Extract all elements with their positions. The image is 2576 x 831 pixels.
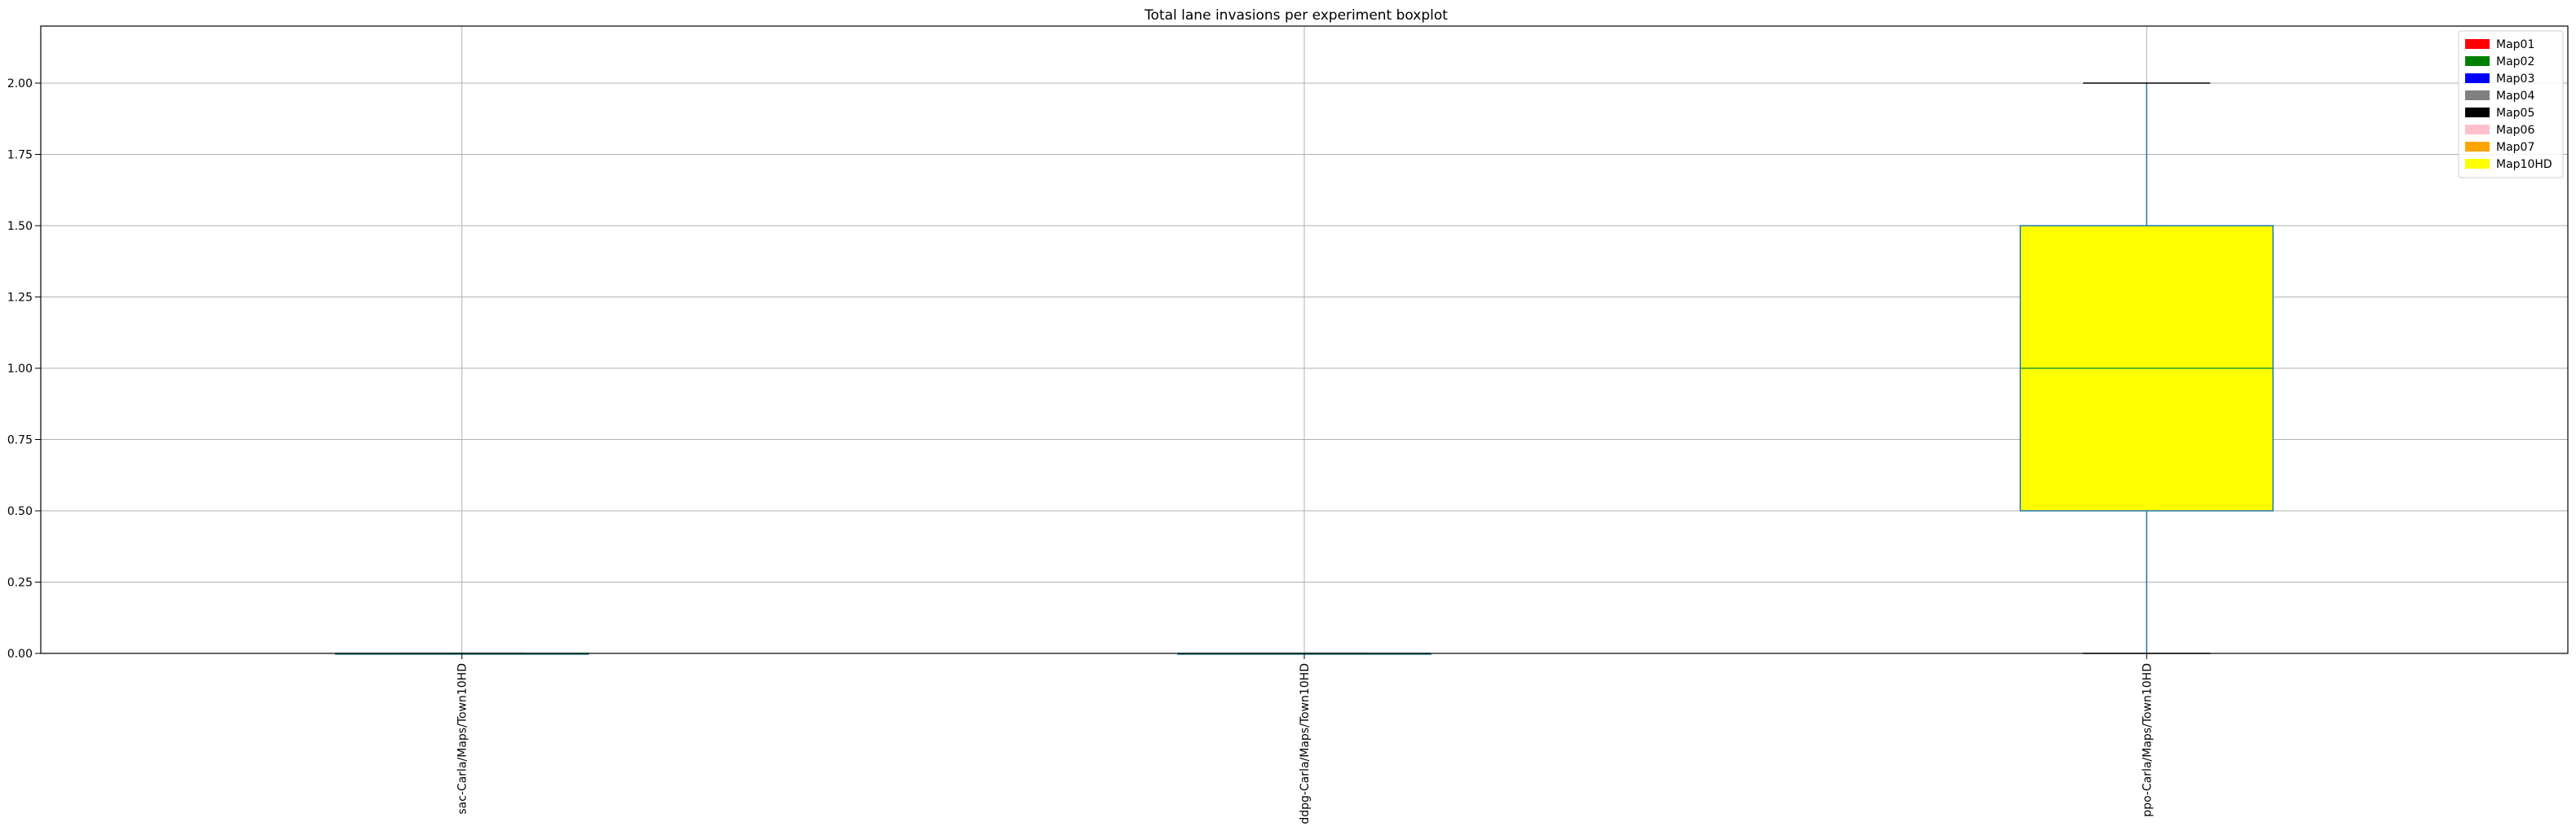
legend-swatch [2465, 73, 2490, 83]
legend-label: Map02 [2496, 55, 2534, 68]
x-tick-label: ppo-Carla/Maps/Town10HD [2141, 663, 2154, 817]
legend-label: Map01 [2496, 38, 2534, 51]
legend-swatch [2465, 108, 2490, 117]
y-tick-label: 1.75 [7, 149, 33, 162]
legend-swatch [2465, 125, 2490, 134]
x-tick-label: sac-Carla/Maps/Town10HD [457, 663, 470, 815]
legend: Map01 Map02 Map03 Map04 Map05 Map06 Map07 Map10… [2458, 30, 2564, 178]
legend-label: Map03 [2496, 73, 2534, 86]
y-tick-label: 0.00 [7, 648, 33, 661]
legend-label: Map06 [2496, 124, 2534, 137]
y-tick-label: 1.00 [7, 363, 33, 376]
chart-title: Total lane invasions per experiment boxp… [1144, 7, 1448, 24]
legend-swatch [2465, 142, 2490, 152]
legend-swatch [2465, 56, 2490, 66]
y-axis: 0.00 0.25 0.50 0.75 1.00 1.25 1.50 1.75 2.00 [7, 77, 41, 661]
box-2 [2019, 82, 2274, 654]
legend-label: Map04 [2496, 90, 2534, 103]
y-tick-label: 2.00 [7, 77, 33, 90]
legend-swatch [2465, 39, 2490, 49]
legend-frame [2458, 30, 2564, 178]
legend-swatch [2465, 90, 2490, 100]
y-tick-label: 0.25 [7, 577, 33, 590]
x-axis: sac-Carla/Maps/Town10HD ddpg-Carla/Maps/T… [457, 653, 2154, 824]
legend-label: Map07 [2496, 141, 2534, 154]
y-tick-label: 1.50 [7, 220, 33, 233]
legend-label: Map05 [2496, 107, 2534, 120]
y-tick-label: 0.50 [7, 505, 33, 518]
x-tick-label: ddpg-Carla/Maps/Town10HD [1299, 663, 1312, 824]
legend-swatch [2465, 159, 2490, 169]
legend-label: Map10HD [2496, 158, 2552, 171]
y-tick-label: 1.25 [7, 292, 33, 305]
y-tick-label: 0.75 [7, 434, 33, 447]
